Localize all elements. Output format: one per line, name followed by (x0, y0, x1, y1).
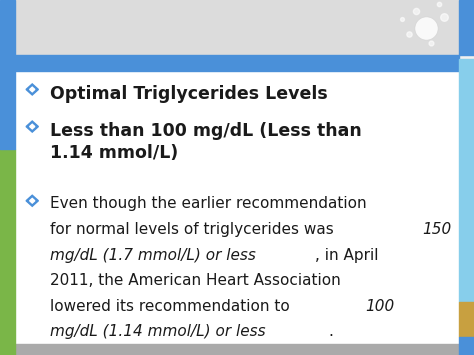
Point (405, 31, 413, 37)
Point (435, 2, 443, 7)
Text: mg/dL (1.7 mmol/L) or less: mg/dL (1.7 mmol/L) or less (50, 248, 255, 263)
Polygon shape (26, 195, 38, 206)
Polygon shape (30, 87, 35, 92)
Polygon shape (30, 124, 35, 129)
Text: Optimal Triglycerides Levels: Optimal Triglycerides Levels (50, 85, 328, 103)
Point (440, 14, 448, 20)
Bar (15, 0, 459, 55)
Text: .: . (328, 324, 333, 339)
Bar (459, 302, 474, 337)
Bar (15, 55, 459, 71)
Polygon shape (26, 121, 38, 132)
Point (412, 8, 419, 13)
Bar (15, 344, 459, 355)
Point (428, 40, 435, 45)
Polygon shape (26, 84, 38, 95)
Text: lowered its recommendation to: lowered its recommendation to (50, 299, 294, 314)
Bar (459, 337, 474, 355)
Text: Even though the earlier recommendation: Even though the earlier recommendation (50, 197, 366, 212)
Bar (0, 0, 15, 149)
Point (399, 16, 406, 22)
Text: , in April: , in April (315, 248, 379, 263)
Polygon shape (30, 198, 35, 203)
Bar (0, 149, 15, 355)
Text: mg/dL (1.14 mmol/L) or less: mg/dL (1.14 mmol/L) or less (50, 324, 265, 339)
Point (422, 24, 429, 30)
Text: 150: 150 (422, 222, 451, 237)
Text: for normal levels of triglycerides was: for normal levels of triglycerides was (50, 222, 338, 237)
Bar (15, 71, 459, 344)
Text: 2011, the American Heart Association: 2011, the American Heart Association (50, 273, 340, 288)
Bar (459, 0, 474, 55)
Bar (459, 59, 474, 302)
Text: 100: 100 (365, 299, 395, 314)
Text: Less than 100 mg/dL (Less than
1.14 mmol/L): Less than 100 mg/dL (Less than 1.14 mmol… (50, 122, 362, 163)
